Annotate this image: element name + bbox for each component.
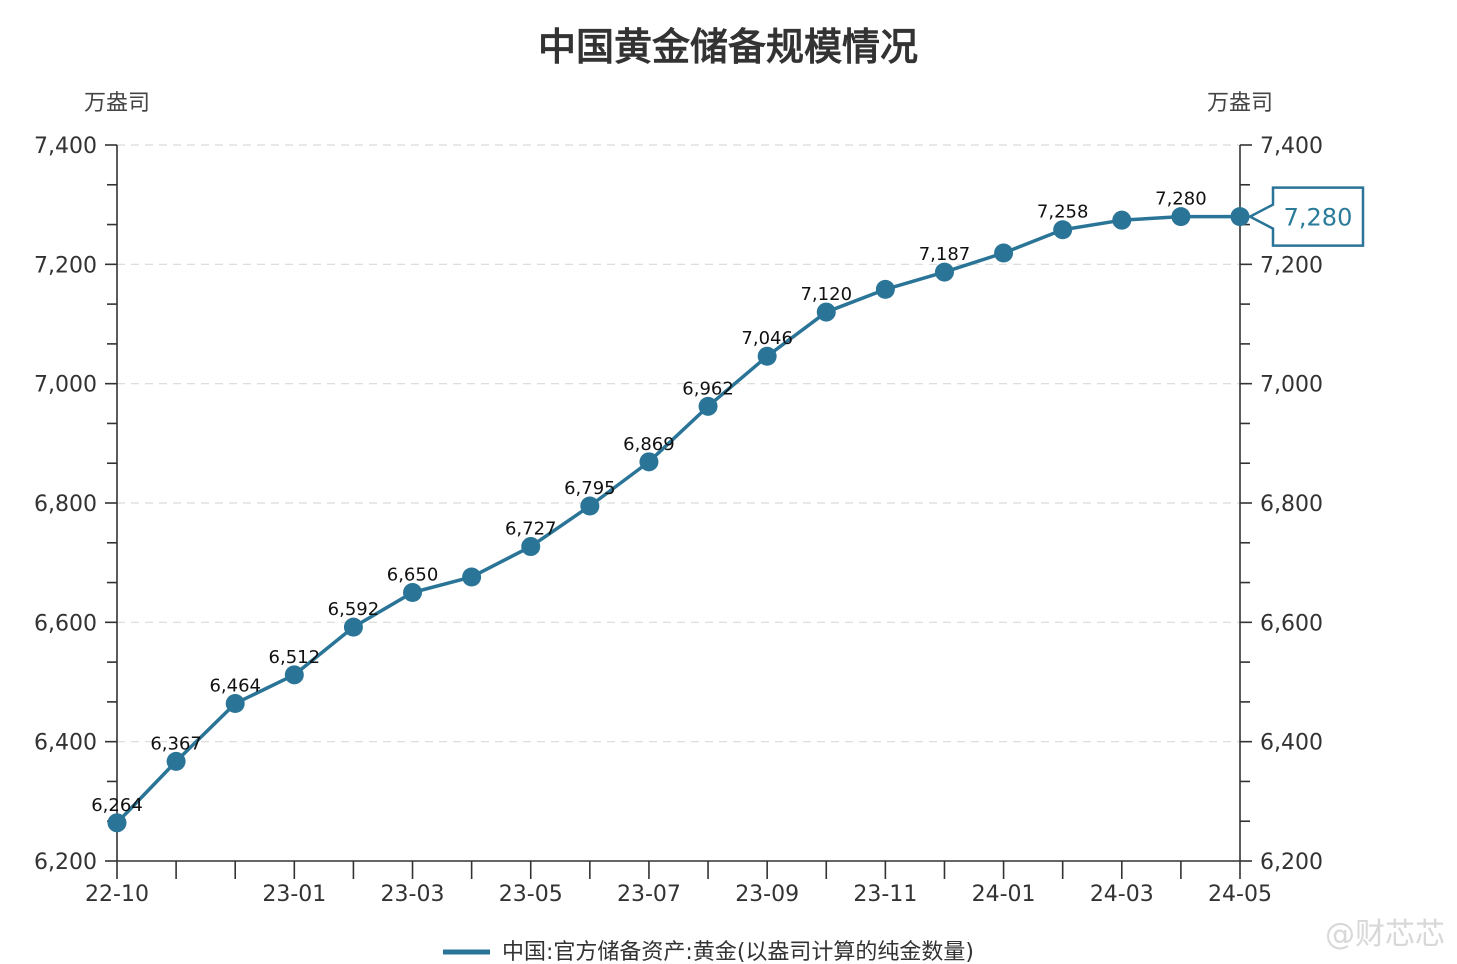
x-tick-label: 23-05	[499, 882, 563, 907]
legend[interactable]: 中国:官方储备资产:黄金(以盎司计算的纯金数量)	[443, 940, 974, 964]
data-label: 7,258	[1037, 202, 1089, 223]
data-labels: 6,264 6,367 6,464 6,512 6,592 6,650 6,727 6,795…	[91, 189, 1206, 816]
data-label: 6,367	[150, 733, 202, 754]
y-tick-label-right: 6,600	[1260, 611, 1323, 636]
x-tick-label: 23-07	[617, 882, 681, 907]
data-label: 6,869	[623, 434, 675, 455]
series-path	[115, 214, 1240, 825]
data-label: 7,280	[1155, 189, 1207, 210]
y-tick-label-left: 7,200	[34, 253, 97, 278]
data-point	[639, 452, 659, 472]
data-label: 7,046	[741, 328, 793, 349]
data-point	[166, 751, 186, 771]
data-label: 6,962	[682, 378, 734, 399]
data-point	[225, 693, 245, 713]
data-label: 6,795	[564, 478, 616, 499]
series-line	[107, 207, 1250, 833]
data-point	[343, 617, 363, 637]
grid-lines	[117, 144, 1240, 743]
x-tick-label: 23-03	[381, 882, 445, 907]
data-label: 6,727	[505, 519, 557, 540]
data-label: 7,187	[919, 244, 971, 265]
data-label: 6,464	[209, 675, 261, 696]
x-tick-label: 23-09	[735, 882, 799, 907]
y-tick-label-right: 6,200	[1260, 850, 1323, 875]
y-tick-label-right: 6,400	[1260, 731, 1323, 756]
data-label: 6,512	[269, 647, 321, 668]
data-point	[816, 302, 836, 322]
y-tick-label-right: 7,000	[1260, 373, 1323, 398]
data-label: 6,592	[328, 599, 380, 620]
data-point	[1230, 207, 1250, 227]
callout-box	[1247, 186, 1365, 247]
callout-label: 7,280	[1284, 204, 1353, 232]
data-point	[934, 262, 954, 282]
y-tick-label-left: 6,800	[34, 492, 97, 517]
y-tick-label-left: 6,600	[34, 611, 97, 636]
data-point	[1112, 210, 1132, 230]
x-tick-label: 23-11	[853, 882, 917, 907]
end-value-callout: 7,280	[1247, 186, 1365, 247]
data-point	[1053, 220, 1073, 240]
data-point	[521, 537, 541, 557]
data-point	[698, 396, 718, 416]
y-tick-label-right: 7,400	[1260, 134, 1323, 159]
x-tick-label: 23-01	[262, 882, 326, 907]
data-point	[580, 496, 600, 516]
x-tick-label: 24-05	[1208, 882, 1272, 907]
data-point	[462, 567, 482, 587]
data-point	[403, 583, 423, 602]
x-tick-label: 24-01	[972, 882, 1036, 907]
y-axis-unit-left: 万盎司	[84, 91, 150, 116]
data-point	[107, 813, 127, 833]
axes: 6,200 6,200 6,400 6,400 6,600 6,600 6,800 6,800…	[34, 134, 1323, 907]
data-point	[1171, 207, 1191, 227]
y-tick-label-right: 6,800	[1260, 492, 1323, 517]
legend-label: 中国:官方储备资产:黄金(以盎司计算的纯金数量)	[502, 940, 974, 964]
y-tick-label-right: 7,200	[1260, 253, 1323, 278]
data-label: 6,650	[387, 565, 439, 586]
chart-title: 中国黄金储备规模情况	[538, 25, 918, 69]
data-point	[757, 346, 777, 366]
data-label: 6,264	[91, 795, 143, 816]
y-axis-unit-right: 万盎司	[1207, 91, 1273, 116]
data-point	[284, 665, 304, 685]
data-point	[875, 279, 895, 299]
x-tick-label: 24-03	[1090, 882, 1154, 907]
y-tick-label-left: 6,200	[34, 850, 97, 875]
watermark: @财芯芯	[1325, 917, 1445, 952]
y-tick-label-left: 7,000	[34, 373, 97, 398]
data-label: 7,120	[800, 284, 852, 305]
y-tick-label-left: 7,400	[34, 134, 97, 159]
x-tick-label: 22-10	[85, 882, 149, 907]
y-tick-label-left: 6,400	[34, 731, 97, 756]
data-point	[994, 243, 1014, 263]
